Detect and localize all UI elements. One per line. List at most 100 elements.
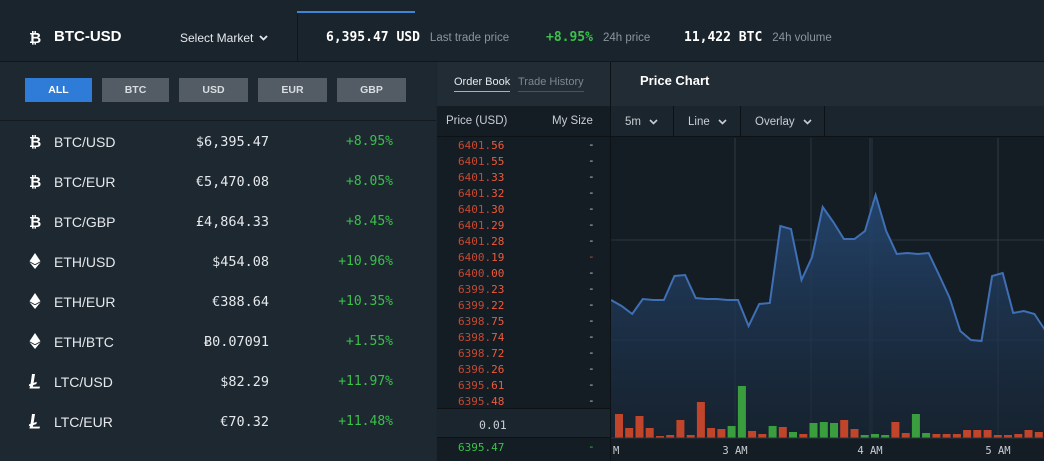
ask-price: 6401.55 bbox=[458, 155, 505, 168]
filter-eur[interactable]: EUR bbox=[258, 78, 327, 102]
volume-bar bbox=[963, 430, 972, 438]
btc-icon: ₿ bbox=[29, 29, 41, 45]
volume-value: 11,422 BTC bbox=[684, 30, 763, 45]
ask-price: 6396.26 bbox=[458, 363, 505, 376]
volume-bar bbox=[666, 435, 675, 438]
ask-row[interactable]: 6401.33 - bbox=[437, 170, 610, 186]
my-size: - bbox=[588, 266, 595, 279]
market-change: +8.45% bbox=[346, 214, 393, 229]
market-change: +8.05% bbox=[346, 174, 393, 189]
eth-icon bbox=[28, 333, 42, 349]
eth-icon bbox=[28, 293, 42, 309]
volume-bar bbox=[860, 435, 869, 438]
volume-bar bbox=[881, 435, 890, 438]
market-price: $82.29 bbox=[220, 374, 269, 390]
bid-row[interactable]: 6395.47 - bbox=[437, 440, 610, 456]
order-book-panel: Order Book Trade History Price (USD) My … bbox=[437, 62, 610, 461]
ask-row[interactable]: 6401.30 - bbox=[437, 202, 610, 218]
market-change: +11.97% bbox=[338, 374, 393, 389]
ask-row[interactable]: 6398.72 - bbox=[437, 346, 610, 362]
volume-stat: 11,422 BTC 24h volume bbox=[684, 30, 832, 45]
filter-all[interactable]: ALL bbox=[25, 78, 92, 102]
size-column-header: My Size bbox=[552, 115, 593, 127]
volume-bar bbox=[1034, 432, 1043, 438]
market-price: €5,470.08 bbox=[195, 174, 269, 190]
filter-btc[interactable]: BTC bbox=[102, 78, 169, 102]
market-price: €70.32 bbox=[220, 414, 269, 430]
volume-bar bbox=[789, 432, 797, 438]
ask-row[interactable]: 6399.22 - bbox=[437, 298, 610, 314]
volume-bar bbox=[1004, 435, 1012, 438]
market-row[interactable]: ₿ BTC/GBP £4,864.33 +8.45% bbox=[0, 201, 436, 241]
tab-order-book[interactable]: Order Book bbox=[454, 76, 511, 92]
market-pair-name: LTC/EUR bbox=[54, 414, 113, 430]
ask-row[interactable]: 6401.32 - bbox=[437, 186, 610, 202]
market-price: Ƀ0.07091 bbox=[203, 334, 269, 350]
ask-row[interactable]: 6401.55 - bbox=[437, 154, 610, 170]
ask-row[interactable]: 6401.56 - bbox=[437, 138, 610, 154]
volume-bar bbox=[952, 434, 961, 438]
overlay-dropdown[interactable]: Overlay bbox=[741, 106, 825, 137]
market-row[interactable]: ETH/BTC Ƀ0.07091 +1.55% bbox=[0, 321, 436, 361]
last-price-stat: 6,395.47 USD Last trade price bbox=[326, 30, 509, 45]
last-price-value: 6,395.47 USD bbox=[326, 30, 420, 45]
ask-row[interactable]: 6396.26 - bbox=[437, 362, 610, 378]
my-size: - bbox=[588, 170, 595, 183]
my-size: - bbox=[588, 314, 595, 327]
current-pair: ₿ BTC-USD bbox=[28, 28, 122, 45]
market-row[interactable]: ETH/USD $454.08 +10.96% bbox=[0, 241, 436, 281]
ask-row[interactable]: 6401.28 - bbox=[437, 234, 610, 250]
ask-row[interactable]: 6400.19 - bbox=[437, 250, 610, 266]
market-change: +10.96% bbox=[338, 254, 393, 269]
my-size: - bbox=[588, 394, 595, 407]
volume-label: 24h volume bbox=[772, 31, 832, 44]
volume-bar bbox=[707, 428, 716, 438]
chart-style-dropdown[interactable]: Line bbox=[674, 106, 741, 137]
tab-trade-history[interactable]: Trade History bbox=[518, 76, 584, 92]
volume-bar bbox=[615, 414, 623, 438]
market-price: €388.64 bbox=[212, 294, 269, 310]
volume-bar bbox=[993, 435, 1002, 438]
market-row[interactable]: ₿ BTC/EUR €5,470.08 +8.05% bbox=[0, 161, 436, 201]
chevron-down-icon bbox=[649, 118, 658, 125]
price-chart[interactable]: M 3 AM 4 AM 5 AM bbox=[611, 138, 1044, 461]
x-tick-label: 3 AM bbox=[722, 445, 747, 457]
market-row[interactable]: ETH/EUR €388.64 +10.35% bbox=[0, 281, 436, 321]
x-tick-label: 4 AM bbox=[857, 445, 882, 457]
my-size: - bbox=[588, 298, 595, 311]
ask-price: 6400.19 bbox=[458, 251, 505, 264]
market-row[interactable]: LTC/EUR €70.32 +11.48% bbox=[0, 401, 436, 441]
market-row[interactable]: LTC/USD $82.29 +11.97% bbox=[0, 361, 436, 401]
select-market-dropdown[interactable]: Select Market bbox=[180, 31, 268, 45]
market-row[interactable]: ₿ BTC/USD $6,395.47 +8.95% bbox=[0, 121, 436, 161]
btc-icon: ₿ bbox=[28, 173, 42, 191]
market-pair-name: BTC/GBP bbox=[54, 214, 116, 230]
interval-label: 5m bbox=[625, 115, 641, 128]
ask-row[interactable]: 6401.29 - bbox=[437, 218, 610, 234]
ask-row[interactable]: 6398.74 - bbox=[437, 330, 610, 346]
ask-price: 6398.74 bbox=[458, 331, 505, 344]
ask-row[interactable]: 6395.61 - bbox=[437, 378, 610, 394]
chart-style-label: Line bbox=[688, 115, 710, 128]
ask-price: 6401.28 bbox=[458, 235, 505, 248]
market-pair-name: ETH/USD bbox=[54, 254, 116, 270]
ask-row[interactable]: 6399.23 - bbox=[437, 282, 610, 298]
chart-header: Price Chart bbox=[611, 62, 1044, 106]
my-size: - bbox=[588, 282, 595, 295]
volume-bar bbox=[676, 420, 685, 438]
filter-gbp[interactable]: GBP bbox=[337, 78, 406, 102]
my-size: - bbox=[588, 346, 595, 359]
market-row-partial[interactable] bbox=[0, 441, 436, 461]
ask-row[interactable]: 6398.75 - bbox=[437, 314, 610, 330]
my-size: - bbox=[588, 362, 595, 375]
chevron-down-icon bbox=[718, 118, 727, 125]
currency-filters: ALL BTC USD EUR GBP bbox=[25, 78, 406, 102]
ask-row[interactable]: 6395.48 - bbox=[437, 394, 610, 410]
volume-bar bbox=[891, 422, 900, 438]
market-pair-name: BTC/EUR bbox=[54, 174, 116, 190]
ask-price: 6401.56 bbox=[458, 139, 505, 152]
bid-price: 6395.47 bbox=[458, 441, 505, 454]
interval-dropdown[interactable]: 5m bbox=[611, 106, 674, 137]
filter-usd[interactable]: USD bbox=[179, 78, 248, 102]
ask-row[interactable]: 6400.00 - bbox=[437, 266, 610, 282]
